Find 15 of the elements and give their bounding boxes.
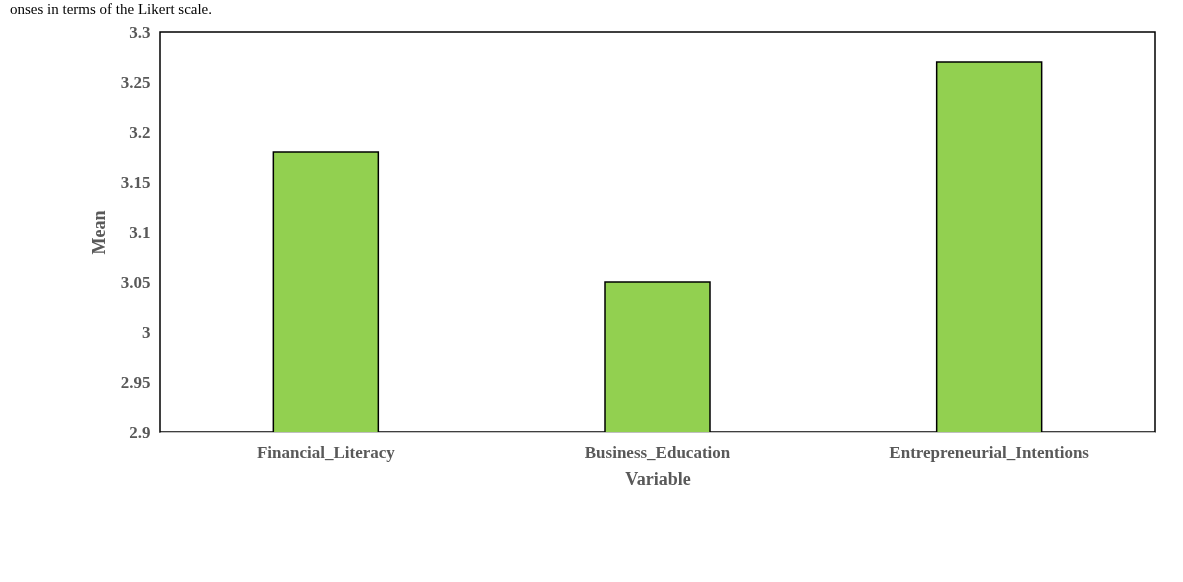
x-tick-label: Entrepreneurial_Intentions	[889, 442, 1090, 462]
y-tick-label: 3.3	[129, 22, 151, 42]
y-tick-label: 3.25	[120, 72, 151, 92]
y-tick-label: 3.05	[120, 272, 151, 292]
y-tick-label: 3.1	[129, 222, 151, 242]
text: onses in terms of the Likert scale.	[10, 1, 213, 17]
y-axis-title: Mean	[88, 210, 109, 255]
y-tick-label: 2.9	[129, 422, 151, 442]
y-tick-label: 3	[142, 322, 151, 342]
y-tick-label: 3.15	[120, 172, 151, 192]
x-axis-title: Variable	[625, 468, 691, 489]
x-tick-label: Business_Education	[584, 442, 731, 462]
x-tick-label: Financial_Literacy	[256, 442, 396, 462]
y-tick-label: 2.95	[120, 372, 151, 392]
y-tick-label: 3.2	[129, 122, 151, 142]
